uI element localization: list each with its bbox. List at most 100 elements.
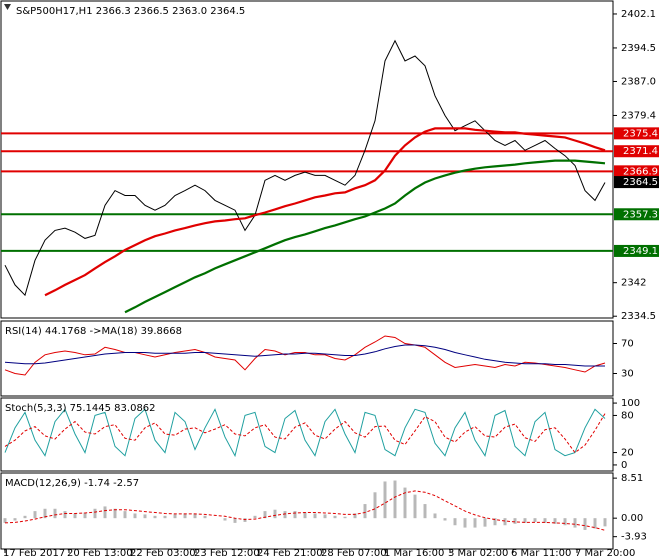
- y-tick-label: 2334.5: [621, 311, 656, 322]
- histogram-bar: [543, 518, 547, 523]
- histogram-bar: [273, 509, 277, 519]
- level-label: 2357.3: [623, 209, 658, 220]
- panel-title: S&P500H17,H1 2366.3 2366.5 2363.0 2364.5: [16, 6, 245, 17]
- histogram-bar: [323, 514, 327, 519]
- series-line: [4, 344, 605, 367]
- y-tick-label: 2342: [621, 278, 646, 289]
- series-line: [4, 413, 606, 454]
- histogram-bar: [453, 518, 457, 526]
- y-tick-label: 80: [621, 410, 634, 421]
- histogram-bar: [73, 513, 77, 519]
- histogram-bar: [583, 518, 587, 530]
- histogram-bar: [263, 511, 267, 519]
- y-tick-label: 30: [621, 369, 634, 380]
- series-line: [44, 127, 606, 297]
- y-tick-label: 8.51: [621, 473, 643, 484]
- histogram-bar: [513, 518, 517, 524]
- histogram-bar: [303, 512, 307, 519]
- histogram-bar: [363, 504, 367, 519]
- histogram-bar: [503, 518, 507, 526]
- level-tag: [614, 165, 659, 178]
- x-tick-label: 20 Feb 13:00: [67, 548, 133, 559]
- panel-title: RSI(14) 44.1768 ->MA(18) 39.8668: [5, 326, 182, 337]
- x-tick-label: 24 Feb 21:00: [257, 548, 323, 559]
- panel-frame: [0, 320, 614, 397]
- histogram-bar: [493, 518, 497, 526]
- level-tag: [614, 127, 659, 140]
- histogram-bar: [63, 511, 67, 519]
- level-label: 2371.4: [623, 146, 658, 157]
- x-tick-label: 7 Mar 20:00: [575, 548, 635, 559]
- panel-frame: [0, 397, 614, 472]
- y-tick-label: 20: [621, 448, 634, 459]
- histogram-bar: [553, 518, 557, 524]
- x-tick-label: 6 Mar 11:00: [511, 548, 571, 559]
- panel-frame: [0, 0, 614, 319]
- histogram-bar: [193, 513, 197, 519]
- histogram-bar: [603, 518, 607, 527]
- histogram-bar: [113, 508, 117, 519]
- panel-title: Stoch(5,3,3) 75.1445 83.0862: [5, 403, 156, 414]
- histogram-bar: [93, 508, 97, 519]
- histogram-bar: [13, 518, 17, 521]
- level-tag: [614, 244, 659, 257]
- histogram-bar: [593, 518, 597, 529]
- y-tick-label: 2394.5: [621, 43, 656, 54]
- x-tick-label: 23 Feb 12:00: [194, 548, 260, 559]
- histogram-bar: [183, 513, 187, 519]
- level-label: 2375.4: [623, 128, 658, 139]
- x-tick-label: 17 Feb 2017: [3, 548, 65, 559]
- histogram-bar: [3, 518, 7, 523]
- histogram-bar: [123, 511, 127, 519]
- series-line: [4, 408, 606, 458]
- histogram-bar: [333, 515, 337, 519]
- level-label: 2349.1: [623, 246, 658, 257]
- histogram-bar: [143, 514, 147, 519]
- last-price-tag: [614, 176, 659, 189]
- level-label: 2366.9: [623, 166, 658, 177]
- histogram-bar: [573, 518, 577, 528]
- y-tick-label: 2402.1: [621, 9, 656, 20]
- histogram-bar: [173, 514, 177, 519]
- histogram-bar: [233, 518, 237, 523]
- histogram-bar: [433, 513, 437, 519]
- series-line: [4, 335, 606, 376]
- x-tick-label: 1 Mar 16:00: [384, 548, 444, 559]
- histogram-bar: [133, 513, 137, 519]
- histogram-bar: [83, 512, 87, 519]
- histogram-bar: [523, 518, 527, 523]
- histogram-bar: [203, 515, 207, 519]
- histogram-bar: [563, 518, 567, 526]
- histogram-bar: [343, 516, 347, 519]
- histogram-bar: [153, 515, 157, 519]
- panel-title: MACD(12,26,9) -1.74 -2.57: [5, 478, 139, 489]
- histogram-bar: [43, 508, 47, 519]
- histogram-bar: [293, 511, 297, 519]
- histogram-bar: [223, 518, 227, 521]
- histogram-bar: [383, 481, 387, 519]
- x-tick-label: 3 Mar 02:00: [448, 548, 508, 559]
- panel-frame: [0, 472, 614, 550]
- y-tick-label: 0: [621, 460, 627, 471]
- y-tick-label: 100: [621, 398, 640, 409]
- y-tick-label: 0.00: [621, 513, 643, 524]
- histogram-bar: [413, 494, 417, 519]
- y-tick-label: 70: [621, 339, 634, 350]
- histogram-bar: [473, 518, 477, 528]
- histogram-bar: [163, 515, 167, 519]
- x-tick-label: 28 Feb 07:00: [321, 548, 387, 559]
- histogram-bar: [373, 492, 377, 519]
- histogram-bar: [33, 511, 37, 519]
- histogram-bar: [283, 511, 287, 519]
- menu-icon: [4, 4, 11, 10]
- histogram-bar: [23, 515, 27, 519]
- histogram-bar: [483, 518, 487, 527]
- series-line: [124, 159, 606, 314]
- y-tick-label: -3.93: [621, 532, 647, 543]
- series-line: [4, 39, 606, 297]
- x-tick-label: 22 Feb 03:00: [130, 548, 196, 559]
- histogram-bar: [443, 518, 447, 521]
- last-price-label: 2364.5: [623, 177, 658, 188]
